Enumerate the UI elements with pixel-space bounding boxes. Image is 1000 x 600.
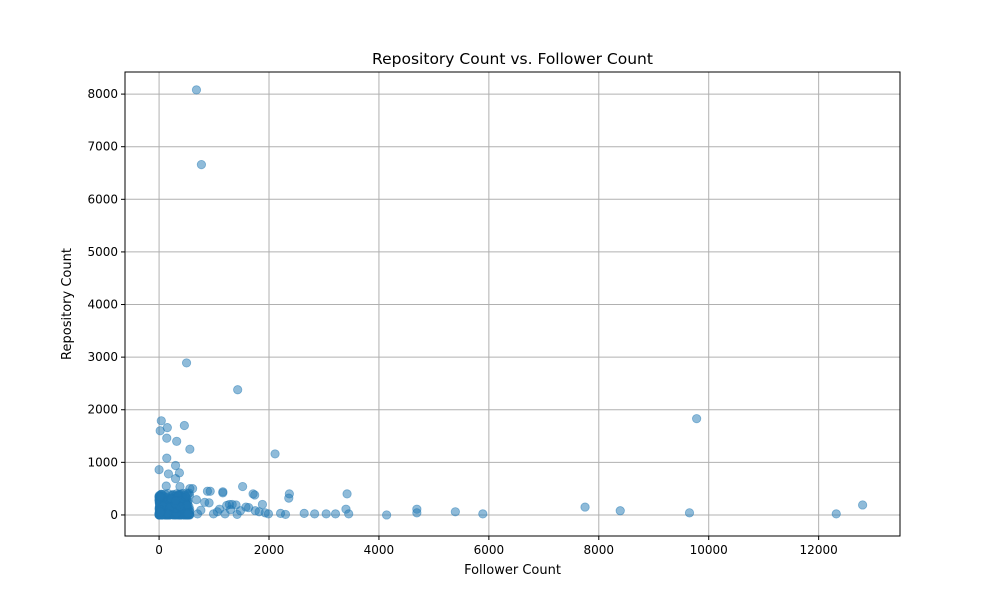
scatter-point	[170, 460, 181, 471]
scatter-point	[155, 507, 166, 517]
x-tick-label: 6000	[474, 543, 505, 557]
y-tick-label: 5000	[87, 245, 118, 259]
scatter-point	[163, 469, 174, 479]
scatter-point	[175, 481, 185, 492]
scatter-point	[615, 506, 625, 516]
plot-area-frame	[124, 71, 901, 537]
scatter-point	[250, 490, 260, 500]
scatter-point	[181, 358, 192, 368]
scatter-point	[270, 449, 280, 459]
scatter-point	[412, 508, 422, 518]
scatter-point	[205, 486, 215, 496]
scatter-point	[858, 500, 868, 510]
scatter-point	[162, 453, 172, 463]
y-tick-label: 7000	[87, 140, 118, 154]
y-tick-label: 6000	[87, 192, 118, 206]
scatter-point	[310, 509, 320, 519]
scatter-point	[162, 423, 172, 433]
scatter-point	[188, 484, 198, 494]
chart-title: Repository Count vs. Follower Count	[372, 50, 653, 68]
y-axis-label: Repository Count	[60, 248, 75, 360]
scatter-point	[155, 492, 165, 502]
scatter-point	[330, 509, 341, 519]
scatter-point	[233, 385, 243, 395]
scatter-point	[170, 474, 181, 484]
scatter-point	[218, 488, 228, 498]
scatter-point	[692, 414, 702, 424]
scatter-point	[232, 509, 242, 520]
x-tick-label: 2000	[254, 543, 285, 557]
scatter-point	[191, 495, 202, 505]
scatter-point	[183, 508, 193, 518]
scatter-point	[191, 85, 202, 95]
scatter-point	[161, 481, 171, 491]
scatter-point	[263, 509, 274, 519]
y-tick-label: 2000	[87, 403, 118, 417]
x-tick-label: 4000	[364, 543, 395, 557]
x-tick-label: 8000	[584, 543, 615, 557]
scatter-point	[212, 507, 222, 517]
scatter-point	[179, 420, 189, 431]
scatter-point	[204, 498, 214, 508]
scatter-point	[162, 433, 172, 443]
y-tick-label: 4000	[87, 298, 118, 312]
data-points	[154, 85, 868, 520]
scatter-point	[684, 508, 695, 518]
grid-lines	[125, 72, 900, 536]
scatter-point	[580, 502, 590, 512]
scatter-point	[299, 508, 309, 518]
scatter-point	[344, 509, 354, 519]
scatter-point	[238, 481, 248, 492]
x-tick-label: 12000	[800, 543, 838, 557]
scatter-point	[831, 509, 841, 519]
scatter-point	[196, 505, 206, 515]
scatter-point	[342, 489, 352, 499]
scatter-point	[382, 510, 392, 520]
y-tick-label: 1000	[87, 455, 118, 469]
scatter-point	[185, 444, 195, 454]
scatter-point	[450, 507, 460, 517]
axis-ticks: 0 2000 4000 6000 8000 10000 12000 0 1000 2000 3000…	[87, 87, 837, 557]
scatter-point	[321, 509, 331, 519]
scatter-point	[284, 493, 294, 503]
scatter-point	[478, 509, 488, 519]
scatter-point	[156, 416, 166, 426]
y-tick-label: 3000	[87, 350, 118, 364]
y-tick-label: 8000	[87, 87, 118, 101]
scatter-point	[171, 496, 181, 506]
scatter-point	[220, 509, 230, 519]
x-tick-label: 0	[155, 543, 163, 557]
x-axis-label: Follower Count	[464, 563, 561, 578]
y-tick-label: 0	[110, 508, 118, 522]
scatter-point	[196, 159, 206, 170]
x-tick-label: 10000	[690, 543, 728, 557]
scatter-point	[280, 509, 291, 520]
scatter-point	[154, 465, 164, 475]
scatter-point	[172, 436, 182, 446]
